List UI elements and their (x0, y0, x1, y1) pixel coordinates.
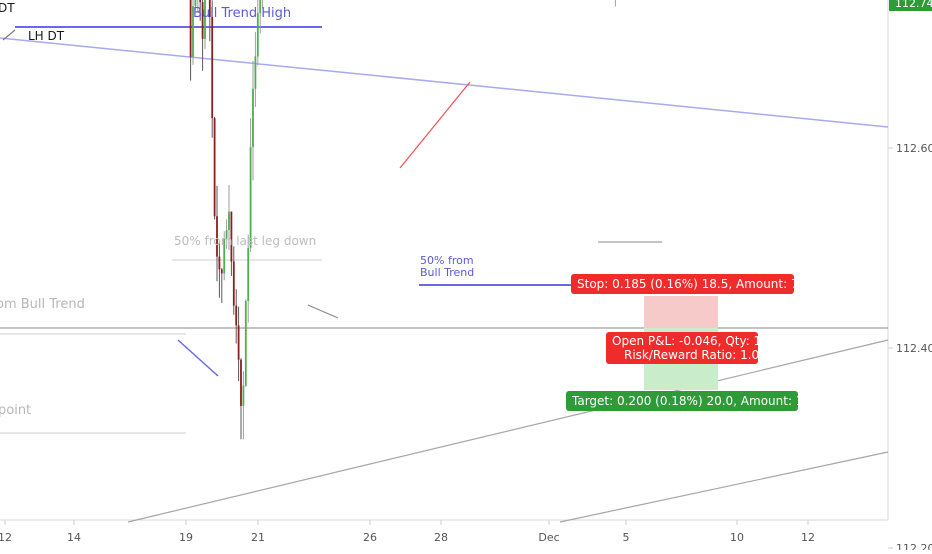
annotation-dt: DT (0, 1, 15, 15)
candle-body (256, 13, 259, 57)
price-tick-label: 112.200 (896, 542, 932, 550)
target-label-text: Target: 0.200 (0.18%) 20.0, Amount: 1270… (571, 394, 838, 408)
candle-body (225, 229, 228, 239)
lh-dt-marker-line (2, 29, 16, 41)
annotation-bull-trend: Bull Trend (420, 266, 474, 279)
ascending-channel-line-lower (559, 451, 889, 523)
time-tick-label: 5 (623, 531, 630, 544)
candle-body (199, 0, 202, 3)
candle-body (242, 385, 245, 406)
candle-body (237, 325, 240, 360)
candle-body (194, 0, 197, 7)
candle-body (249, 147, 252, 248)
pnl-label-text: Open P&L: -0.046, Qty: 1351 (612, 334, 784, 348)
candle-body (259, 0, 262, 14)
time-tick-label: 12 (801, 531, 815, 544)
grey-leg-line-1 (307, 304, 339, 319)
candle-body (254, 56, 257, 89)
candle-body (223, 238, 226, 274)
time-tick-label: 12 (0, 531, 12, 544)
time-tick-label: 26 (363, 531, 377, 544)
time-ticks: 12 14 19 21 26 28 Dec 5 10 12 (0, 520, 815, 544)
annotation-point: point (0, 403, 31, 418)
price-badge-label: 112.745 (895, 0, 932, 10)
price-tick-label: 112.600 (896, 142, 932, 155)
red-channel-line (399, 81, 471, 169)
candle-body (252, 88, 254, 148)
candle-body (211, 16, 214, 119)
time-tick-label: Dec (538, 531, 559, 544)
stop-label[interactable]: Stop: 0.185 (0.16%) 18.5, Amount: 750.06 (571, 274, 833, 294)
annotation-lh-dt: LH DT (28, 29, 65, 43)
candle-body (247, 247, 250, 302)
candles (189, 0, 616, 440)
candle-body (192, 6, 194, 57)
candle-body (208, 0, 211, 17)
target-label-box (566, 391, 798, 411)
candle-body (240, 359, 242, 406)
target-label[interactable]: Target: 0.200 (0.18%) 20.0, Amount: 1270… (566, 391, 838, 411)
candle-body (228, 211, 230, 230)
time-tick-label: 28 (434, 531, 448, 544)
candle-body (189, 0, 192, 57)
annotation-bull-trend-high: Bull Trend High (193, 6, 291, 21)
stop-label-box (571, 274, 794, 294)
candle-body (230, 211, 233, 262)
stop-label-text: Stop: 0.185 (0.16%) 18.5, Amount: 750.06 (577, 277, 833, 291)
annotation-om-bull-trend: om Bull Trend (0, 297, 85, 312)
price-tick-label: 112.400 (896, 342, 932, 355)
time-tick-label: 14 (67, 531, 81, 544)
price-ticks: 114.200114.000113.800113.600113.400113.2… (888, 142, 932, 554)
blue-leg-line-1 (177, 339, 219, 377)
candle-body (235, 305, 238, 326)
candle-body (244, 301, 247, 386)
candle-body (216, 216, 218, 257)
time-tick-label: 19 (179, 531, 193, 544)
pnl-label-box (606, 332, 758, 364)
stop-zone (644, 296, 718, 328)
annotation-fifty-pct-last-leg: 50% from last leg down (174, 234, 316, 248)
candle-body (218, 256, 221, 270)
time-tick-label: 10 (730, 531, 744, 544)
annotation-fifty-pct-from: 50% from (420, 254, 474, 267)
ascending-channel-line-upper (127, 339, 889, 523)
descending-trendline (0, 37, 889, 128)
candle-body (232, 261, 235, 306)
price-badges: 113.13004:51112.945112.745 (889, 0, 932, 11)
candle-body (220, 269, 223, 274)
rr-label-text: Risk/Reward Ratio: 1.08 (624, 348, 767, 362)
time-tick-label: 21 (251, 531, 265, 544)
candle-body (204, 0, 206, 39)
pnl-label[interactable]: Open P&L: -0.046, Qty: 1351 Risk/Reward … (606, 332, 784, 364)
candle-body (213, 118, 216, 217)
price-badge-box (889, 0, 932, 11)
candle-body (201, 2, 204, 39)
